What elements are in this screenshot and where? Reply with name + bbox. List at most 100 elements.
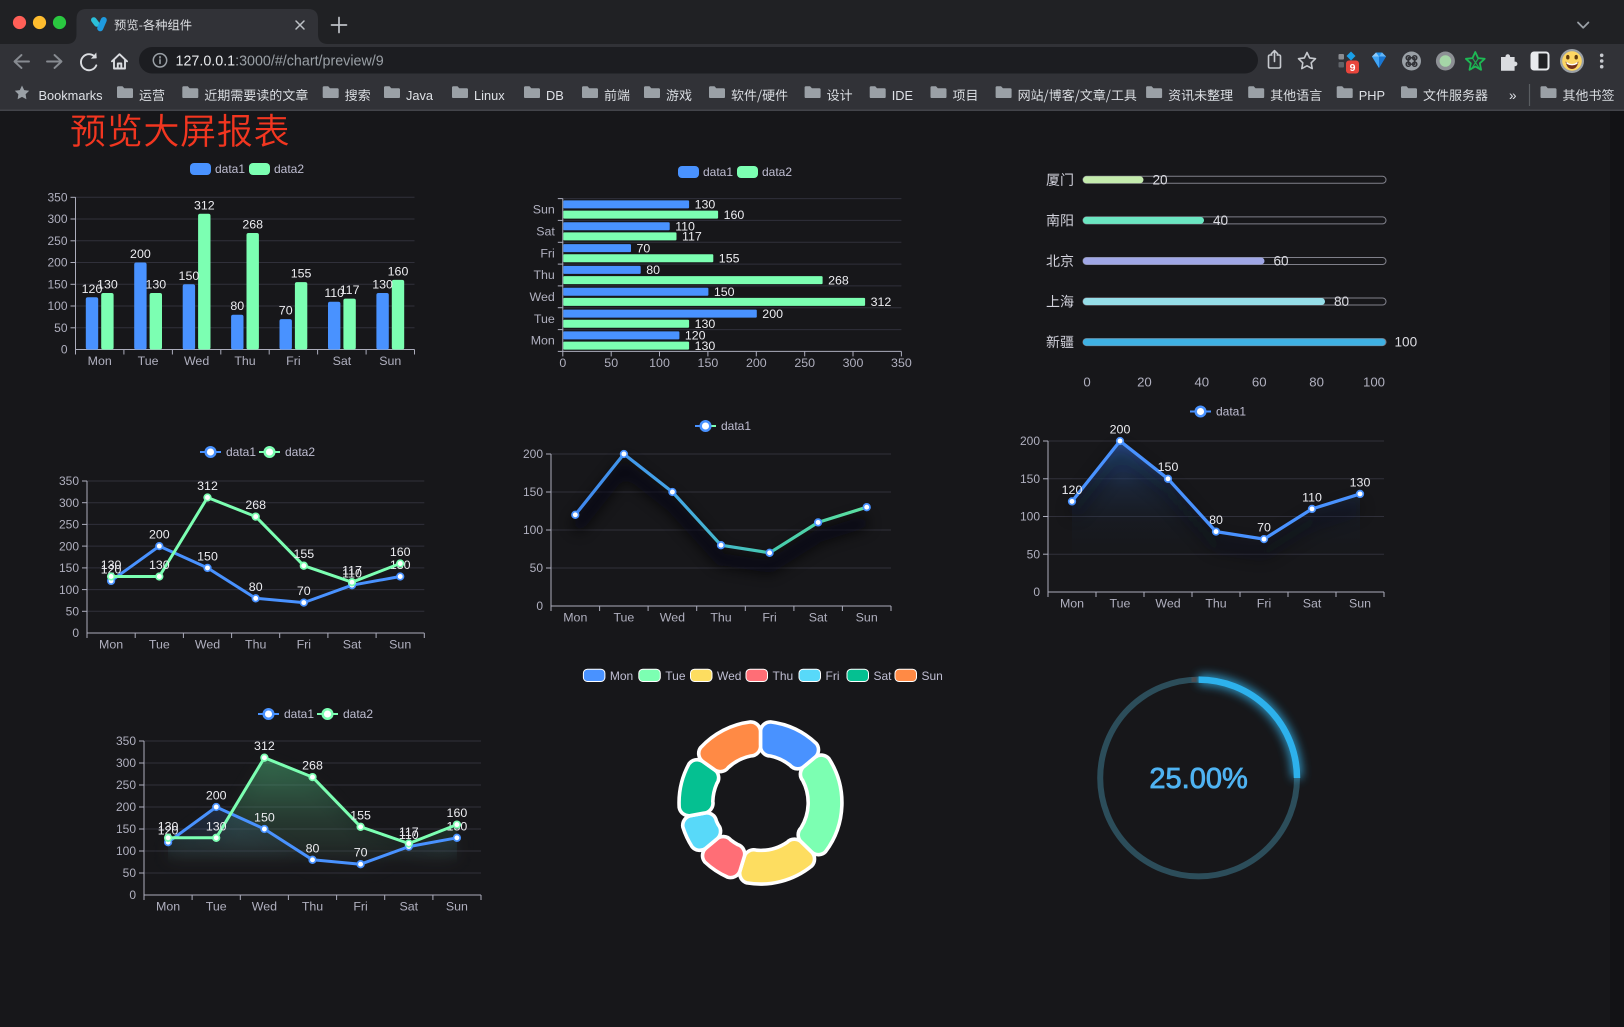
svg-text:130: 130 xyxy=(695,317,716,331)
svg-text:100: 100 xyxy=(1020,510,1040,524)
svg-text:312: 312 xyxy=(871,295,892,309)
svg-text:117: 117 xyxy=(399,825,419,839)
svg-text:268: 268 xyxy=(828,273,849,287)
svg-text:25.00%: 25.00% xyxy=(1149,763,1247,795)
svg-text:120: 120 xyxy=(1062,483,1083,497)
svg-text:Sat: Sat xyxy=(874,669,893,683)
svg-text:Sun: Sun xyxy=(1349,597,1371,611)
svg-text:312: 312 xyxy=(254,739,275,753)
svg-text:80: 80 xyxy=(646,263,660,277)
svg-text:20: 20 xyxy=(1137,374,1152,389)
svg-text:60: 60 xyxy=(1274,254,1290,269)
svg-text:160: 160 xyxy=(388,264,409,278)
svg-text:Tue: Tue xyxy=(138,354,159,368)
svg-text:250: 250 xyxy=(59,518,79,532)
svg-text:Linux: Linux xyxy=(474,88,505,103)
svg-text:40: 40 xyxy=(1213,213,1229,228)
svg-text:200: 200 xyxy=(746,356,767,370)
svg-text:50: 50 xyxy=(123,866,137,880)
svg-text:150: 150 xyxy=(47,278,67,292)
svg-text:155: 155 xyxy=(293,547,314,561)
svg-text:Sat: Sat xyxy=(809,611,828,625)
svg-text:200: 200 xyxy=(149,528,170,542)
svg-text:200: 200 xyxy=(523,447,543,461)
svg-text:0: 0 xyxy=(536,599,543,613)
svg-text:70: 70 xyxy=(1257,521,1271,535)
svg-text:Mon: Mon xyxy=(1060,597,1084,611)
svg-text:»: » xyxy=(1509,88,1517,103)
svg-text:300: 300 xyxy=(843,356,864,370)
svg-text:160: 160 xyxy=(390,545,411,559)
svg-text:160: 160 xyxy=(724,208,745,222)
svg-text:Bookmarks: Bookmarks xyxy=(39,88,103,103)
svg-text:155: 155 xyxy=(719,252,740,266)
svg-text:130: 130 xyxy=(695,339,716,353)
svg-text:100: 100 xyxy=(59,583,79,597)
svg-text:100: 100 xyxy=(47,299,67,313)
svg-text:Tue: Tue xyxy=(206,900,227,914)
svg-text:Thu: Thu xyxy=(773,669,794,683)
svg-text:250: 250 xyxy=(116,778,136,792)
svg-text:Tue: Tue xyxy=(1110,597,1131,611)
svg-text:312: 312 xyxy=(194,198,215,212)
svg-text:Thu: Thu xyxy=(1205,597,1226,611)
svg-text:Sun: Sun xyxy=(922,669,943,683)
svg-text:155: 155 xyxy=(350,808,371,822)
svg-text:300: 300 xyxy=(59,496,79,510)
svg-text:200: 200 xyxy=(59,539,79,553)
svg-text:Tue: Tue xyxy=(613,611,634,625)
svg-text:70: 70 xyxy=(297,584,311,598)
svg-text:120: 120 xyxy=(101,562,122,576)
svg-text:130: 130 xyxy=(372,278,393,292)
svg-text:150: 150 xyxy=(197,549,218,563)
svg-text:9: 9 xyxy=(1350,62,1356,74)
svg-text:120: 120 xyxy=(82,282,103,296)
svg-text:Sat: Sat xyxy=(536,225,555,239)
svg-text:150: 150 xyxy=(59,561,79,575)
svg-text:Thu: Thu xyxy=(533,268,554,282)
svg-text:130: 130 xyxy=(149,558,170,572)
svg-text:150: 150 xyxy=(179,269,200,283)
svg-text:110: 110 xyxy=(342,567,362,581)
svg-text:Mon: Mon xyxy=(563,611,587,625)
svg-text:Mon: Mon xyxy=(88,354,112,368)
svg-text:80: 80 xyxy=(1209,513,1223,527)
svg-text:200: 200 xyxy=(130,247,151,261)
svg-text:312: 312 xyxy=(197,479,218,493)
svg-text:120: 120 xyxy=(158,824,179,838)
svg-text:Sun: Sun xyxy=(379,354,401,368)
svg-text:data2: data2 xyxy=(274,162,304,176)
svg-text:80: 80 xyxy=(1334,294,1350,309)
svg-text:Sun: Sun xyxy=(533,203,555,217)
svg-text:70: 70 xyxy=(637,241,651,255)
svg-text:200: 200 xyxy=(206,789,227,803)
svg-text::3000/#/chart/preview/9: :3000/#/chart/preview/9 xyxy=(235,53,384,69)
svg-text:Sun: Sun xyxy=(389,638,411,652)
svg-text:Wed: Wed xyxy=(252,900,277,914)
svg-text:117: 117 xyxy=(340,283,360,297)
svg-text:130: 130 xyxy=(145,278,166,292)
svg-text:Mon: Mon xyxy=(156,900,180,914)
svg-text:130: 130 xyxy=(97,278,118,292)
svg-text:268: 268 xyxy=(245,498,266,512)
svg-text:150: 150 xyxy=(714,285,735,299)
svg-text:127.0.0.1: 127.0.0.1 xyxy=(176,53,236,69)
svg-text:Mon: Mon xyxy=(99,638,123,652)
svg-text:Thu: Thu xyxy=(302,900,323,914)
svg-text:150: 150 xyxy=(698,356,719,370)
svg-text:Sat: Sat xyxy=(1303,597,1322,611)
svg-text:data2: data2 xyxy=(762,165,792,179)
svg-text:data1: data1 xyxy=(1216,405,1246,419)
svg-text:Fri: Fri xyxy=(762,611,776,625)
svg-text:110: 110 xyxy=(675,219,695,233)
svg-text:70: 70 xyxy=(279,304,293,318)
svg-text:60: 60 xyxy=(1252,374,1267,389)
svg-text:155: 155 xyxy=(291,267,312,281)
svg-text:110: 110 xyxy=(324,286,344,300)
svg-text:Wed: Wed xyxy=(195,638,220,652)
svg-text:0: 0 xyxy=(129,888,136,902)
svg-text:80: 80 xyxy=(249,580,263,594)
svg-text:130: 130 xyxy=(101,558,122,572)
svg-text:200: 200 xyxy=(1020,434,1040,448)
svg-text:data1: data1 xyxy=(284,707,314,721)
